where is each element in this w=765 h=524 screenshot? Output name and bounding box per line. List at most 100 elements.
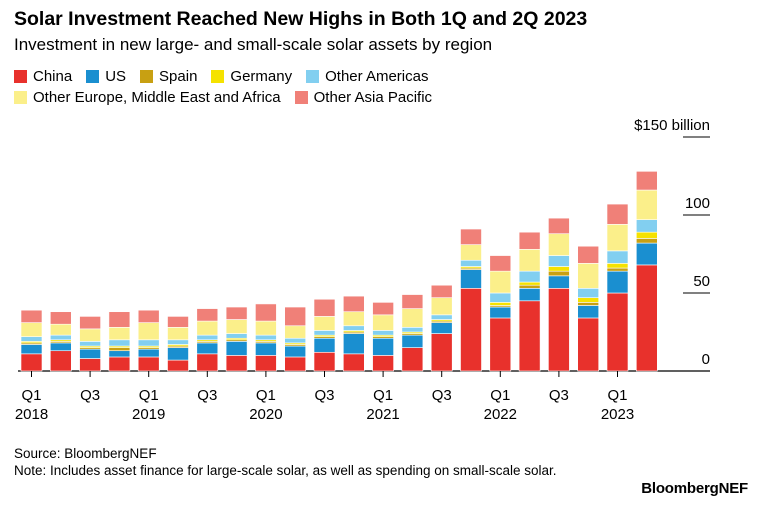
- bar-segment-us: [548, 275, 570, 289]
- bar-stack-q1-2018: [20, 309, 43, 372]
- legend-swatch-germany: [211, 70, 225, 83]
- x-tick-label-year: 2018: [15, 406, 48, 423]
- bar-segment-other-asia-pacific: [606, 203, 629, 225]
- x-tick-label-year: 2023: [601, 406, 634, 423]
- bar-segment-us: [79, 348, 101, 359]
- x-tick-label-quarter: Q1: [607, 387, 627, 404]
- bar-segment-other-americas: [548, 255, 570, 267]
- bar-segment-other-americas: [635, 219, 658, 233]
- bar-stack-q1-2019: [137, 309, 160, 372]
- bar-segment-us: [167, 347, 189, 361]
- bar-segment-other-europe-middle-east-and-africa: [460, 244, 482, 261]
- legend-label-other-asia-pacific: Other Asia Pacific: [313, 89, 433, 106]
- legend-item-other-americas: Other Americas: [306, 68, 428, 85]
- legend-label-china: China: [33, 68, 73, 85]
- bar-segment-china: [460, 288, 482, 372]
- bar-segment-germany: [577, 297, 600, 303]
- x-tick-label-year: 2021: [366, 406, 399, 423]
- bar-segment-us: [137, 348, 160, 358]
- bar-segment-other-europe-middle-east-and-africa: [137, 322, 160, 341]
- bar-stack-q1-2022: [489, 255, 512, 372]
- legend-item-us: US: [86, 68, 126, 85]
- bar-segment-other-americas: [518, 270, 541, 283]
- bar-segment-other-asia-pacific: [255, 303, 277, 322]
- legend-swatch-other-emea: [14, 91, 27, 104]
- bar-segment-other-europe-middle-east-and-africa: [313, 316, 336, 331]
- bar-segment-china: [196, 353, 219, 372]
- bar-segment-other-asia-pacific: [548, 217, 570, 235]
- x-tick-label-year: 2019: [132, 406, 165, 423]
- bar-stack-q4-2021: [460, 228, 482, 372]
- bar-segment-other-asia-pacific: [430, 284, 453, 298]
- bar-segment-other-americas: [167, 339, 189, 345]
- bar-segment-other-americas: [606, 250, 629, 264]
- x-tick-label-quarter: Q3: [80, 387, 100, 404]
- bar-segment-germany: [518, 281, 541, 286]
- bar-segment-us: [372, 337, 394, 356]
- bar-segment-other-asia-pacific: [313, 298, 336, 317]
- legend-row-1: China US Spain Germany Other Americas: [14, 66, 534, 87]
- bar-segment-us: [577, 305, 600, 319]
- x-tick-label-quarter: Q1: [256, 387, 276, 404]
- bar-segment-other-americas: [284, 337, 307, 344]
- bar-segment-other-asia-pacific: [342, 295, 365, 313]
- bar-segment-other-americas: [137, 339, 160, 347]
- bar-stack-q1-2020: [255, 303, 277, 372]
- bar-segment-other-europe-middle-east-and-africa: [79, 328, 101, 342]
- bar-segment-china: [401, 347, 424, 372]
- legend-label-other-emea: Other Europe, Middle East and Africa: [33, 89, 281, 106]
- bar-segment-china: [430, 333, 453, 372]
- bar-segment-china: [137, 356, 160, 372]
- legend-swatch-spain: [140, 70, 154, 83]
- x-tick-label-year: 2020: [249, 406, 282, 423]
- bar-segment-other-americas: [489, 292, 512, 303]
- bar-segment-us: [49, 342, 72, 352]
- bar-stack-q2-2019: [167, 316, 189, 372]
- stacked-bar-chart: $150 billion 100 50 0 Q1 2018 Q3 Q1 2019 Q3 Q1 202…: [15, 117, 710, 423]
- bar-stack-q2-2020: [284, 306, 307, 372]
- bar-segment-spain: [108, 347, 131, 352]
- bar-stack-q4-2019: [225, 306, 248, 372]
- legend-label-spain: Spain: [159, 68, 198, 85]
- bar-segment-us: [518, 288, 541, 302]
- x-tick-label-quarter: Q1: [373, 387, 393, 404]
- bar-segment-china: [606, 292, 629, 372]
- source-text: Source: BloombergNEF: [14, 446, 157, 461]
- bar-segment-us: [342, 333, 365, 355]
- bar-segment-us: [284, 345, 307, 358]
- legend-label-other-americas: Other Americas: [325, 68, 429, 85]
- bar-segment-china: [79, 358, 101, 372]
- bar-segment-other-asia-pacific: [108, 311, 131, 328]
- chart-legend: China US Spain Germany Other Americas Ot…: [14, 66, 534, 108]
- bar-segment-other-europe-middle-east-and-africa: [372, 314, 394, 331]
- bar-segment-us: [225, 341, 248, 356]
- bar-segment-china: [518, 300, 541, 372]
- bar-segment-other-europe-middle-east-and-africa: [606, 224, 629, 252]
- bar-segment-us: [196, 342, 219, 355]
- bar-stack-q1-2021: [372, 302, 394, 372]
- bar-segment-other-asia-pacific: [167, 316, 189, 328]
- bar-segment-other-asia-pacific: [137, 309, 160, 323]
- x-tick-label-quarter: Q1: [490, 387, 510, 404]
- bar-stack-q2-2018: [49, 311, 72, 372]
- bar-segment-spain: [548, 270, 570, 277]
- y-tick-label-150: $150 billion: [634, 117, 710, 134]
- x-axis-labels: Q1 2018 Q3 Q1 2019 Q3 Q1 2020 Q3 Q1 2021 Q3 Q1 2022 Q3…: [15, 371, 634, 423]
- bar-stack-q3-2022: [548, 217, 570, 372]
- bar-segment-other-americas: [225, 333, 248, 339]
- bar-segment-germany: [489, 302, 512, 306]
- bar-segment-other-europe-middle-east-and-africa: [196, 320, 219, 336]
- bar-segment-other-europe-middle-east-and-africa: [577, 263, 600, 289]
- bar-segment-other-asia-pacific: [489, 255, 512, 272]
- bar-segment-other-europe-middle-east-and-africa: [255, 320, 277, 336]
- legend-item-spain: Spain: [140, 68, 197, 85]
- bar-segment-us: [635, 242, 658, 266]
- bar-segment-germany: [606, 263, 629, 269]
- bar-segment-spain: [635, 238, 658, 244]
- x-tick-label-quarter: Q3: [197, 387, 217, 404]
- legend-item-germany: Germany: [211, 68, 292, 85]
- bar-segment-other-americas: [108, 339, 131, 347]
- bar-segment-other-europe-middle-east-and-africa: [430, 297, 453, 316]
- bar-segment-us: [606, 270, 629, 294]
- bar-segment-other-americas: [20, 336, 43, 342]
